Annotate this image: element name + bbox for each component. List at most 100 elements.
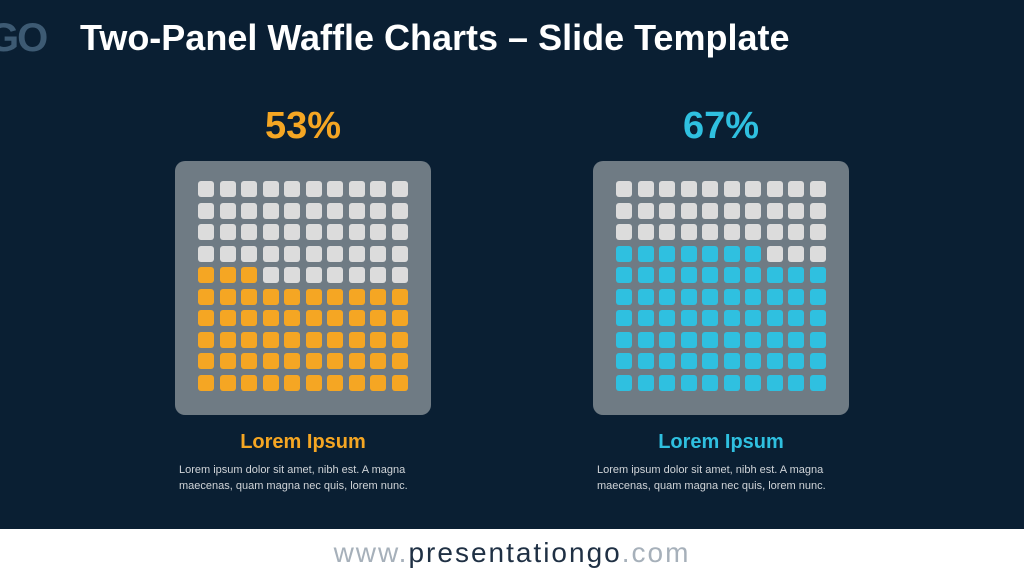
footer-brand: presentationgo bbox=[408, 537, 622, 568]
waffle-cell-empty bbox=[305, 267, 322, 283]
waffle-cell-filled bbox=[616, 310, 632, 326]
waffle-cell-filled bbox=[616, 288, 632, 305]
waffle-cell-empty bbox=[659, 202, 675, 219]
waffle-cell-empty bbox=[809, 202, 826, 219]
waffle-cell-filled bbox=[219, 353, 236, 369]
waffle-cell-empty bbox=[370, 224, 386, 240]
waffle-cell-filled bbox=[680, 374, 697, 391]
waffle-cell-filled bbox=[637, 245, 654, 262]
waffle-chart bbox=[175, 161, 431, 415]
waffle-cell-empty bbox=[198, 245, 214, 262]
waffle-cell-filled bbox=[370, 331, 386, 348]
waffle-cell-filled bbox=[219, 267, 236, 283]
waffle-cell-filled bbox=[680, 267, 697, 283]
waffle-cell-filled bbox=[241, 353, 257, 369]
waffle-cell-empty bbox=[766, 181, 783, 197]
waffle-cell-empty bbox=[219, 202, 236, 219]
waffle-cell-empty bbox=[198, 224, 214, 240]
waffle-cell-empty bbox=[284, 202, 300, 219]
waffle-cell-filled bbox=[702, 353, 718, 369]
waffle-panel-right: 67% Lorem Ipsum Lorem ipsum dolor sit am… bbox=[593, 100, 849, 494]
waffle-cell-filled bbox=[809, 267, 826, 283]
waffle-cell-filled bbox=[391, 331, 408, 348]
waffle-cell-filled bbox=[745, 288, 761, 305]
waffle-cell-filled bbox=[680, 353, 697, 369]
percent-label: 53% bbox=[264, 105, 342, 147]
waffle-cell-empty bbox=[327, 224, 343, 240]
waffle-cell-empty bbox=[284, 181, 300, 197]
waffle-cell-filled bbox=[659, 353, 675, 369]
waffle-cell-empty bbox=[241, 224, 257, 240]
waffle-cell-filled bbox=[198, 331, 214, 348]
waffle-cell-filled bbox=[370, 288, 386, 305]
waffle-cell-filled bbox=[809, 331, 826, 348]
waffle-cell-empty bbox=[616, 181, 632, 197]
panel-description: Lorem ipsum dolor sit amet, nibh est. A … bbox=[597, 464, 826, 492]
footer-prefix: www. bbox=[333, 537, 409, 568]
waffle-cell-empty bbox=[305, 181, 322, 197]
footer-suffix: .com bbox=[621, 537, 691, 568]
waffle-cell-empty bbox=[788, 224, 804, 240]
waffle-cell-empty bbox=[659, 181, 675, 197]
waffle-cell-empty bbox=[745, 224, 761, 240]
waffle-cell-filled bbox=[348, 331, 365, 348]
waffle-cell-empty bbox=[702, 181, 718, 197]
waffle-cell-empty bbox=[241, 181, 257, 197]
waffle-cell-empty bbox=[809, 181, 826, 197]
waffle-cell-filled bbox=[262, 353, 279, 369]
waffle-cell-filled bbox=[637, 353, 654, 369]
waffle-cell-filled bbox=[788, 310, 804, 326]
waffle-cell-empty bbox=[305, 202, 322, 219]
waffle-cell-filled bbox=[284, 288, 300, 305]
waffle-cell-filled bbox=[370, 310, 386, 326]
waffle-cell-filled bbox=[241, 331, 257, 348]
waffle-cell-empty bbox=[788, 245, 804, 262]
waffle-cell-empty bbox=[680, 202, 697, 219]
waffle-cell-empty bbox=[284, 267, 300, 283]
waffle-cell-filled bbox=[637, 267, 654, 283]
waffle-cell-empty bbox=[219, 181, 236, 197]
waffle-cell-filled bbox=[745, 245, 761, 262]
waffle-cell-filled bbox=[198, 267, 214, 283]
waffle-cell-filled bbox=[327, 331, 343, 348]
waffle-cell-empty bbox=[745, 181, 761, 197]
waffle-cell-empty bbox=[219, 245, 236, 262]
waffle-cell-filled bbox=[219, 374, 236, 391]
waffle-cell-empty bbox=[348, 267, 365, 283]
waffle-cell-empty bbox=[391, 224, 408, 240]
waffle-cell-filled bbox=[616, 331, 632, 348]
waffle-cell-filled bbox=[284, 310, 300, 326]
waffle-cell-filled bbox=[241, 267, 257, 283]
waffle-cell-filled bbox=[702, 245, 718, 262]
waffle-cell-empty bbox=[680, 224, 697, 240]
waffle-cell-filled bbox=[284, 331, 300, 348]
waffle-cell-empty bbox=[262, 181, 279, 197]
waffle-cell-empty bbox=[262, 224, 279, 240]
waffle-cell-empty bbox=[348, 224, 365, 240]
waffle-cell-filled bbox=[262, 310, 279, 326]
waffle-cell-empty bbox=[348, 202, 365, 219]
waffle-cell-filled bbox=[262, 374, 279, 391]
waffle-cell-filled bbox=[702, 288, 718, 305]
waffle-cell-filled bbox=[809, 288, 826, 305]
waffle-cell-empty bbox=[788, 202, 804, 219]
waffle-cell-empty bbox=[788, 181, 804, 197]
waffle-cell-filled bbox=[198, 288, 214, 305]
slide-title: Two-Panel Waffle Charts – Slide Template bbox=[80, 17, 790, 58]
waffle-cell-empty bbox=[809, 224, 826, 240]
panel-heading: Lorem Ipsum bbox=[658, 431, 784, 453]
waffle-cell-filled bbox=[219, 288, 236, 305]
waffle-cell-filled bbox=[809, 310, 826, 326]
waffle-cell-filled bbox=[370, 353, 386, 369]
waffle-cell-filled bbox=[659, 374, 675, 391]
waffle-cell-filled bbox=[723, 374, 740, 391]
waffle-cell-filled bbox=[348, 353, 365, 369]
waffle-cell-empty bbox=[391, 267, 408, 283]
waffle-cell-empty bbox=[305, 245, 322, 262]
waffle-cell-filled bbox=[723, 267, 740, 283]
waffle-cell-empty bbox=[198, 202, 214, 219]
waffle-cell-filled bbox=[723, 245, 740, 262]
waffle-cell-empty bbox=[723, 181, 740, 197]
waffle-cell-filled bbox=[723, 310, 740, 326]
waffle-cell-empty bbox=[391, 245, 408, 262]
